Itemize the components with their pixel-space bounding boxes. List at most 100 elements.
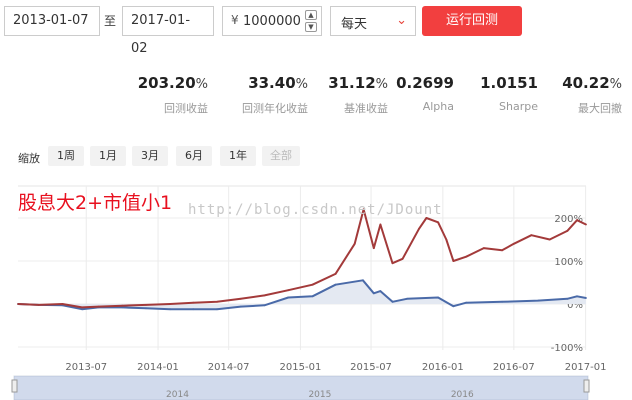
x-tick-label: 2016-07: [493, 362, 535, 373]
strategy-point: [530, 234, 533, 237]
strategy-point: [334, 273, 337, 275]
strategy-point: [482, 247, 485, 249]
benchmark-point: [437, 296, 439, 299]
x-tick-label: 2013-07: [65, 362, 107, 373]
chart-title: 股息大2+市值小1: [18, 192, 173, 214]
strategy-point: [418, 227, 420, 230]
benchmark-point: [585, 297, 587, 299]
benchmark-point: [334, 283, 337, 286]
stat-label: Alpha: [422, 100, 454, 113]
benchmark-point: [145, 307, 147, 310]
benchmark-point: [576, 295, 578, 298]
zoom-3m-button[interactable]: 3月: [132, 146, 168, 166]
stat-unit: %: [195, 77, 208, 92]
x-tick-label: 2015-01: [280, 362, 322, 373]
benchmark-point: [566, 297, 569, 300]
benchmark-point: [81, 308, 83, 311]
strategy-point: [192, 301, 195, 304]
currency-symbol: ¥: [231, 13, 239, 27]
navigator-tick-label: 2015: [308, 390, 331, 400]
end-date-input[interactable]: 2017-01-02: [122, 6, 214, 56]
to-label: 至: [104, 14, 117, 28]
stat-value: 203.20: [137, 74, 196, 92]
strategy-point: [17, 303, 19, 305]
capital-field[interactable]: ¥ ▲ ▼: [222, 6, 322, 36]
zoom-1w-button[interactable]: 1周: [48, 146, 84, 166]
strategy-point: [566, 230, 569, 232]
strategy-point: [445, 238, 448, 241]
y-tick-label: 200%: [554, 214, 583, 225]
stepper-up-icon[interactable]: ▲: [305, 10, 317, 20]
backtest-toolbar: 2013-01-07 至 2017-01-02 ¥ ▲ ▼ 每天 ⌄ 运行回测: [0, 0, 632, 56]
watermark: http://blog.csdn.net/JDount: [188, 202, 443, 218]
benchmark-point: [537, 299, 539, 302]
x-tick-label: 2014-07: [208, 362, 250, 373]
y-tick-label: 100%: [554, 257, 583, 268]
start-date-input[interactable]: 2013-01-07: [4, 6, 100, 36]
benchmark-point: [239, 305, 242, 308]
benchmark-point: [452, 305, 455, 308]
stat-value: 0.2699: [396, 74, 454, 92]
chevron-down-icon: ⌄: [396, 13, 407, 28]
navigator-tick-label: 2014: [166, 390, 189, 400]
strategy-point: [465, 255, 468, 258]
strategy-point: [437, 221, 439, 224]
benchmark-point: [263, 304, 266, 307]
benchmark-point: [192, 308, 195, 311]
zoom-label: 缩放: [18, 152, 40, 165]
stat-unit: %: [375, 77, 388, 92]
stat-annual-return: 33.40% 回测年化收益: [242, 74, 308, 116]
strategy-point: [362, 208, 365, 211]
benchmark-point: [465, 301, 468, 304]
stat-value: 33.40: [248, 74, 296, 92]
benchmark-point: [379, 290, 382, 292]
stat-value: 31.12: [328, 74, 376, 92]
zoom-1y-button[interactable]: 1年: [220, 146, 256, 166]
stats-panel: 203.20% 回测收益 33.40% 回测年化收益 31.12% 基准收益 0…: [0, 74, 632, 124]
stepper-down-icon[interactable]: ▼: [305, 22, 317, 32]
x-tick-label: 2017-01: [565, 362, 607, 373]
run-backtest-button[interactable]: 运行回测: [422, 6, 522, 36]
strategy-point: [145, 304, 147, 306]
stat-sharpe: 1.0151 Sharpe: [480, 74, 538, 113]
strategy-point: [372, 247, 375, 249]
benchmark-point: [362, 279, 364, 282]
benchmark-point: [216, 308, 218, 311]
strategy-point: [548, 238, 551, 241]
y-tick-label: -100%: [551, 343, 583, 354]
capital-stepper[interactable]: ▲ ▼: [305, 10, 317, 32]
strategy-point: [401, 257, 404, 260]
strategy-point: [37, 304, 40, 306]
stat-benchmark-return: 31.12% 基准收益: [328, 74, 388, 116]
benchmark-point: [372, 292, 375, 295]
benchmark-area: [18, 280, 586, 310]
strategy-point: [379, 223, 382, 226]
stat-label: 基准收益: [344, 102, 388, 115]
zoom-all-button[interactable]: 全部: [262, 146, 300, 166]
strategy-point: [501, 249, 503, 252]
stat-value: 1.0151: [480, 74, 538, 92]
zoom-1m-button[interactable]: 1月: [90, 146, 126, 166]
y-tick-label: 0%: [567, 300, 583, 311]
zoom-6m-button[interactable]: 6月: [176, 146, 212, 166]
frequency-select[interactable]: 每天 ⌄: [330, 6, 416, 36]
strategy-point: [263, 294, 266, 297]
frequency-value: 每天: [341, 17, 368, 32]
stat-label: Sharpe: [499, 100, 538, 113]
stat-unit: %: [609, 77, 622, 92]
strategy-point: [97, 305, 100, 308]
capital-input[interactable]: [243, 7, 305, 35]
benchmark-point: [406, 297, 408, 300]
strategy-point: [61, 303, 64, 305]
strategy-point: [287, 289, 290, 292]
strategy-point: [239, 297, 242, 300]
strategy-point: [585, 223, 587, 226]
stat-value: 40.22: [562, 74, 610, 92]
strategy-point: [216, 300, 218, 303]
strategy-point: [391, 262, 394, 265]
strategy-point: [425, 217, 428, 219]
stat-max-drawdown: 40.22% 最大回撤: [562, 74, 622, 116]
stat-label: 最大回撤: [578, 102, 622, 115]
x-tick-label: 2015-07: [350, 362, 392, 373]
x-tick-label: 2016-01: [422, 362, 464, 373]
